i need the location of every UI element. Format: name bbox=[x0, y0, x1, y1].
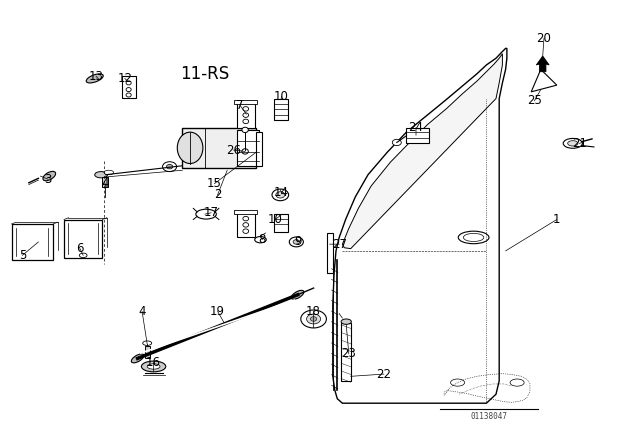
Text: 7: 7 bbox=[236, 99, 244, 112]
Text: 24: 24 bbox=[408, 121, 424, 134]
Ellipse shape bbox=[451, 379, 465, 386]
Text: 9: 9 bbox=[294, 235, 301, 249]
Ellipse shape bbox=[86, 74, 103, 83]
Ellipse shape bbox=[147, 364, 160, 369]
Text: 5: 5 bbox=[19, 249, 26, 262]
Polygon shape bbox=[531, 69, 557, 92]
Text: 27: 27 bbox=[332, 237, 347, 251]
Bar bbox=[237, 103, 255, 128]
Text: 4: 4 bbox=[138, 305, 146, 318]
Text: 6: 6 bbox=[76, 242, 84, 255]
Ellipse shape bbox=[104, 170, 114, 175]
Ellipse shape bbox=[458, 231, 489, 244]
Text: 10: 10 bbox=[274, 90, 289, 103]
Text: 17: 17 bbox=[204, 206, 219, 220]
Polygon shape bbox=[333, 48, 507, 403]
Bar bbox=[182, 128, 256, 168]
Ellipse shape bbox=[289, 237, 303, 247]
Ellipse shape bbox=[341, 319, 351, 324]
Ellipse shape bbox=[79, 253, 87, 258]
Ellipse shape bbox=[510, 379, 524, 386]
Text: 2: 2 bbox=[214, 188, 221, 202]
Text: 18: 18 bbox=[306, 305, 321, 318]
Bar bbox=[12, 224, 53, 260]
Ellipse shape bbox=[196, 209, 216, 219]
Polygon shape bbox=[342, 54, 502, 249]
Ellipse shape bbox=[243, 216, 248, 221]
Ellipse shape bbox=[126, 93, 131, 97]
Ellipse shape bbox=[243, 229, 248, 233]
Text: 25: 25 bbox=[527, 94, 542, 108]
Ellipse shape bbox=[126, 81, 131, 85]
Ellipse shape bbox=[307, 314, 321, 324]
Ellipse shape bbox=[563, 138, 582, 148]
Polygon shape bbox=[536, 56, 549, 72]
Text: 23: 23 bbox=[341, 347, 356, 361]
Bar bbox=[341, 323, 351, 381]
Ellipse shape bbox=[131, 354, 144, 363]
Text: 1: 1 bbox=[553, 213, 561, 226]
Ellipse shape bbox=[242, 149, 248, 154]
Text: 11-RS: 11-RS bbox=[180, 65, 229, 83]
Bar bbox=[122, 76, 136, 98]
Bar bbox=[64, 220, 102, 258]
Text: 15: 15 bbox=[207, 177, 222, 190]
Ellipse shape bbox=[310, 317, 317, 321]
Bar bbox=[327, 233, 333, 273]
Text: 21: 21 bbox=[572, 137, 587, 150]
Ellipse shape bbox=[95, 172, 108, 178]
Ellipse shape bbox=[141, 361, 166, 372]
Text: 12: 12 bbox=[117, 72, 132, 85]
Ellipse shape bbox=[392, 139, 401, 146]
Ellipse shape bbox=[568, 141, 578, 146]
Bar bbox=[234, 210, 257, 214]
Bar bbox=[237, 213, 255, 237]
Text: 8: 8 bbox=[259, 233, 266, 246]
Ellipse shape bbox=[293, 240, 300, 244]
Ellipse shape bbox=[243, 223, 248, 227]
Ellipse shape bbox=[177, 132, 203, 164]
Ellipse shape bbox=[143, 341, 152, 345]
Ellipse shape bbox=[463, 233, 484, 241]
Ellipse shape bbox=[163, 162, 177, 172]
Bar bbox=[234, 100, 257, 104]
Text: 16: 16 bbox=[146, 356, 161, 370]
Text: 13: 13 bbox=[88, 69, 104, 83]
Ellipse shape bbox=[243, 119, 248, 124]
Text: 19: 19 bbox=[210, 305, 225, 318]
Text: 14: 14 bbox=[274, 186, 289, 199]
Text: 22: 22 bbox=[376, 367, 392, 381]
Ellipse shape bbox=[166, 164, 173, 169]
Ellipse shape bbox=[243, 107, 248, 111]
Bar bbox=[237, 130, 259, 166]
Ellipse shape bbox=[255, 237, 266, 243]
Text: 01138047: 01138047 bbox=[470, 412, 508, 421]
Bar bbox=[406, 128, 429, 143]
Text: 10: 10 bbox=[268, 213, 283, 226]
Ellipse shape bbox=[291, 290, 304, 299]
Bar bbox=[274, 214, 288, 232]
Text: 20: 20 bbox=[536, 31, 552, 45]
Bar bbox=[274, 99, 288, 120]
Text: 3: 3 bbox=[44, 172, 52, 186]
Ellipse shape bbox=[272, 189, 289, 201]
Ellipse shape bbox=[126, 88, 131, 92]
Bar bbox=[145, 346, 150, 358]
Bar bbox=[102, 177, 108, 187]
Text: 26: 26 bbox=[226, 143, 241, 157]
Ellipse shape bbox=[301, 310, 326, 328]
Ellipse shape bbox=[276, 192, 285, 198]
Ellipse shape bbox=[243, 113, 248, 117]
Ellipse shape bbox=[43, 172, 56, 181]
Text: 4: 4 bbox=[102, 177, 109, 190]
Ellipse shape bbox=[242, 127, 248, 133]
Bar bbox=[256, 132, 262, 166]
